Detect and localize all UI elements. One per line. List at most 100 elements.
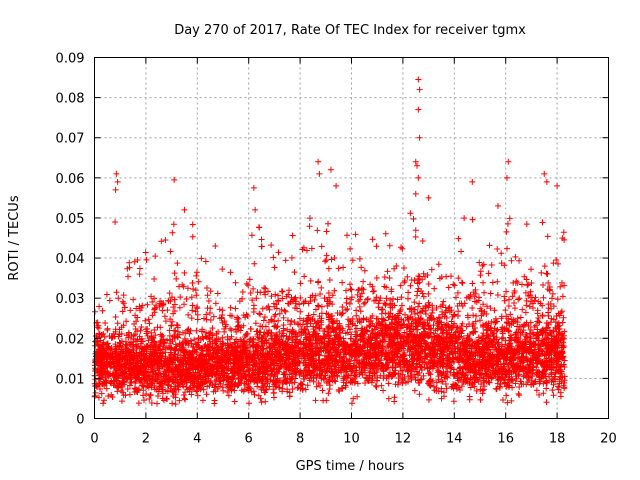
data-point [246, 276, 253, 283]
data-point [189, 233, 196, 240]
data-point [168, 383, 175, 390]
data-point [254, 383, 261, 390]
data-point [181, 269, 188, 276]
data-point [162, 236, 169, 243]
data-point [231, 398, 238, 405]
data-point [136, 271, 143, 278]
data-point [469, 280, 476, 287]
data-point [180, 367, 187, 374]
data-point [416, 300, 423, 307]
data-point [92, 372, 99, 379]
data-point [120, 292, 127, 299]
data-point [443, 273, 450, 280]
data-point [207, 379, 214, 386]
data-point [105, 373, 112, 380]
data-point [153, 386, 160, 393]
data-point [140, 392, 147, 399]
data-point [112, 313, 119, 320]
data-point [318, 284, 325, 291]
data-point [119, 375, 126, 382]
data-point [204, 366, 211, 373]
data-point [159, 390, 166, 397]
data-point [431, 285, 438, 292]
data-point [104, 327, 111, 334]
data-point [101, 380, 108, 387]
data-point [243, 311, 250, 318]
data-point [461, 215, 468, 222]
data-point [199, 397, 206, 404]
data-point [169, 338, 176, 345]
data-point [410, 215, 417, 222]
data-point [124, 386, 131, 393]
data-point [259, 305, 266, 312]
data-point [192, 308, 199, 315]
data-point [220, 387, 227, 394]
data-point [108, 363, 115, 370]
data-point [170, 221, 177, 228]
data-point [94, 353, 101, 360]
data-point [99, 307, 106, 314]
data-point [382, 230, 389, 237]
data-point [214, 290, 221, 297]
data-point [331, 254, 338, 261]
data-point [149, 336, 156, 343]
data-point [193, 269, 200, 276]
data-point [219, 334, 226, 341]
data-point [466, 396, 473, 403]
data-point [271, 264, 278, 271]
data-point [214, 349, 221, 356]
data-point [156, 303, 163, 310]
data-point [104, 358, 111, 365]
data-point [347, 335, 354, 342]
data-point [205, 330, 212, 337]
data-point [105, 392, 112, 399]
data-point [164, 307, 171, 314]
data-point [100, 400, 107, 407]
data-point [282, 257, 289, 264]
data-point [108, 380, 115, 387]
data-point [92, 342, 99, 349]
data-point [131, 321, 138, 328]
data-point [399, 380, 406, 387]
data-point [215, 358, 222, 365]
data-point [125, 329, 132, 336]
data-point [107, 379, 114, 386]
data-point [197, 336, 204, 343]
data-point [286, 287, 293, 294]
data-point [245, 380, 252, 387]
data-point [151, 327, 158, 334]
data-point [133, 337, 140, 344]
data-point [325, 220, 332, 227]
data-point [194, 305, 201, 312]
data-point [176, 283, 183, 290]
data-point [197, 351, 204, 358]
data-point [458, 279, 465, 286]
data-point [222, 341, 229, 348]
data-point [149, 380, 156, 387]
data-point [297, 308, 304, 315]
data-point [181, 395, 188, 402]
data-point [92, 392, 99, 399]
data-point [185, 350, 192, 357]
data-point [189, 380, 196, 387]
data-point [209, 325, 216, 332]
data-point [232, 279, 239, 286]
data-point [154, 365, 161, 372]
data-point [289, 232, 296, 239]
data-point [487, 290, 494, 297]
data-point [193, 388, 200, 395]
data-point [143, 384, 150, 391]
data-point [134, 314, 141, 321]
data-point [176, 331, 183, 338]
data-point [328, 256, 335, 263]
data-point [94, 319, 101, 326]
data-point [202, 373, 209, 380]
data-point [190, 369, 197, 376]
data-point [144, 377, 151, 384]
data-point [148, 400, 155, 407]
data-point [194, 383, 201, 390]
data-point [111, 373, 118, 380]
data-point [455, 235, 462, 242]
data-point [188, 340, 195, 347]
data-point [425, 396, 432, 403]
